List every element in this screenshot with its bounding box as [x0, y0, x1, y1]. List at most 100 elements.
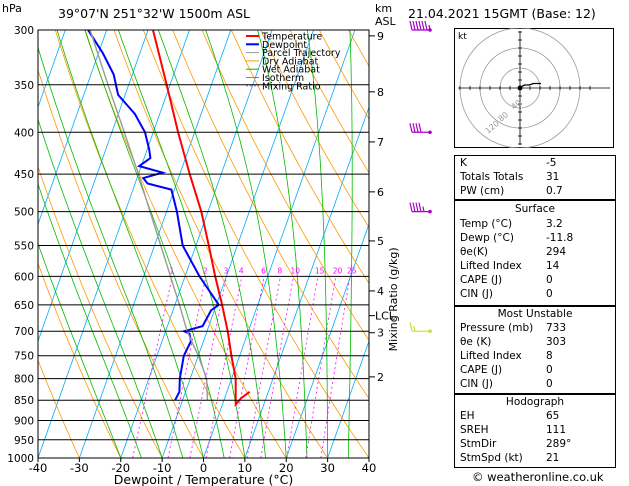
wind-barb-flag	[412, 202, 416, 212]
x-tick-label: 0	[200, 461, 207, 475]
wind-barb-flag	[409, 123, 413, 133]
isotherm-line	[38, 30, 108, 226]
isotherm-line	[285, 222, 369, 458]
pressure-unit-label: hPa	[2, 2, 22, 15]
x-tick-label: -40	[29, 461, 48, 475]
wind-barb-dot	[428, 329, 432, 334]
pressure-tick-label: 950	[14, 435, 34, 447]
wind-barb	[409, 322, 432, 334]
mixing-ratio-label: 10	[291, 266, 301, 275]
surface-box: Surface Temp (°C) 3.2 Dewp (°C) -11.8 θe(K…	[454, 200, 616, 306]
km-tick-label: 7	[377, 136, 384, 149]
wind-barb-flag	[409, 20, 413, 31]
wind-barb-flag	[418, 20, 422, 31]
plot-frame	[37, 29, 370, 459]
surface-row: CIN (J) 0	[460, 288, 553, 300]
unstable-row: Pressure (mb) 733	[460, 322, 567, 334]
legend-label: Parcel Trajectory	[262, 48, 341, 59]
x-tick-label: 30	[320, 461, 335, 475]
surface-row: CAPE (J) 0	[460, 274, 553, 286]
wind-barb-flag	[424, 20, 428, 31]
surface-row: θe(K) 294	[460, 246, 567, 258]
wind-barb	[409, 123, 432, 135]
x-tick-label: 20	[279, 461, 294, 475]
dry-adiabat-line	[142, 30, 369, 458]
pressure-tick-label: 1000	[7, 453, 34, 465]
location-title: 39°07'N 251°32'W 1500m ASL	[58, 6, 251, 21]
x-axis-title: Dewpoint / Temperature (°C)	[114, 472, 293, 486]
isotherm-line	[120, 30, 273, 458]
x-tick-label: 10	[238, 461, 253, 475]
wind-barb-flag	[415, 20, 419, 31]
unstable-row: CIN (J) 0	[460, 378, 553, 390]
wind-barb	[409, 20, 432, 32]
most-unstable-box: Most Unstable Pressure (mb) 733 θe (K) 303…	[454, 306, 616, 394]
mixing-ratio-line	[286, 276, 319, 458]
wet-adiabat-line	[38, 118, 163, 458]
wind-barb-halfflag	[413, 326, 416, 332]
parcel-series-line	[89, 30, 209, 401]
km-tick-label: 2	[377, 371, 384, 384]
mixing-ratio-label: 8	[277, 266, 282, 275]
mixing-ratio-line	[320, 276, 351, 458]
pressure-tick-label: 900	[14, 416, 34, 428]
mixing-ratio-label: 25	[347, 266, 357, 275]
mixing-ratio-line	[167, 276, 207, 458]
legend-label: Mixing Ratio	[262, 81, 321, 92]
pressure-tick-label: 600	[14, 271, 34, 283]
legend-label: Wet Adiabat	[262, 65, 320, 76]
km-tick-label: 4	[377, 285, 384, 298]
index-row-k: K -5	[460, 157, 557, 169]
index-row-totals: Totals Totals 31	[460, 171, 560, 183]
hodograph-stats-title: Hodograph	[505, 396, 565, 408]
indices-box: K -5 Totals Totals 31 PW (cm) 0.7	[454, 155, 616, 200]
pressure-tick-label: 650	[14, 300, 34, 312]
legend-label: Isotherm	[262, 73, 304, 84]
hodo-row: EH 65	[460, 410, 560, 422]
unstable-row: CAPE (J) 0	[460, 364, 553, 376]
wind-barb-flag	[421, 20, 425, 31]
wind-barb-flag	[412, 20, 416, 31]
mixing-ratio-label: 2	[203, 266, 208, 275]
pressure-tick-label: 800	[14, 374, 34, 386]
pressure-tick-label: 500	[14, 207, 34, 219]
dry-adiabat-line	[230, 30, 369, 285]
legend-label: Temperature	[261, 32, 322, 43]
wind-barb-flag	[418, 123, 422, 133]
isotherm-line	[203, 30, 356, 458]
wind-barb-flag	[418, 202, 422, 212]
mixing-ratio-label: 1	[169, 266, 174, 275]
surface-row: Temp (°C) 3.2	[460, 218, 563, 230]
unstable-row: Lifted Index 8	[460, 350, 553, 362]
hodograph-stats-box: Hodograph EH 65 SREH 111 StmDir 289° StmSpd…	[454, 394, 616, 468]
x-tick-label: 40	[362, 461, 377, 475]
surface-title: Surface	[514, 203, 555, 215]
mixing-ratio-label: 3	[224, 266, 229, 275]
pressure-tick-label: 750	[14, 351, 34, 363]
legend-label: Dry Adiabat	[262, 56, 319, 67]
lcl-label: LCL	[375, 310, 396, 323]
mixing-ratio-label: 4	[239, 266, 244, 275]
pressure-tick-label: 350	[14, 80, 34, 92]
x-tick-label: -10	[153, 461, 172, 475]
mixing-ratio-axis-title: Mixing Ratio (g/kg)	[387, 247, 400, 351]
wind-barb-halfflag	[428, 24, 431, 31]
isotherm-line	[78, 30, 232, 458]
dry-adiabat-line	[289, 30, 369, 174]
wind-barb	[409, 202, 432, 214]
x-tick-label: -20	[111, 461, 130, 475]
mixing-ratio-label: 6	[261, 266, 266, 275]
hodograph-storm-marker	[517, 85, 523, 91]
wind-barb-flag	[409, 202, 413, 212]
mixing-ratio-label: 15	[315, 266, 325, 275]
km-tick-label: 3	[377, 327, 384, 340]
wind-barb-dot	[428, 209, 432, 214]
km-tick-label: 6	[377, 186, 384, 199]
hodograph-unit-label: kt	[458, 32, 467, 42]
pressure-tick-label: 400	[14, 127, 34, 139]
most-unstable-title: Most Unstable	[497, 308, 573, 320]
wind-barb-flag	[409, 322, 413, 332]
km-tick-label: 9	[377, 30, 384, 43]
